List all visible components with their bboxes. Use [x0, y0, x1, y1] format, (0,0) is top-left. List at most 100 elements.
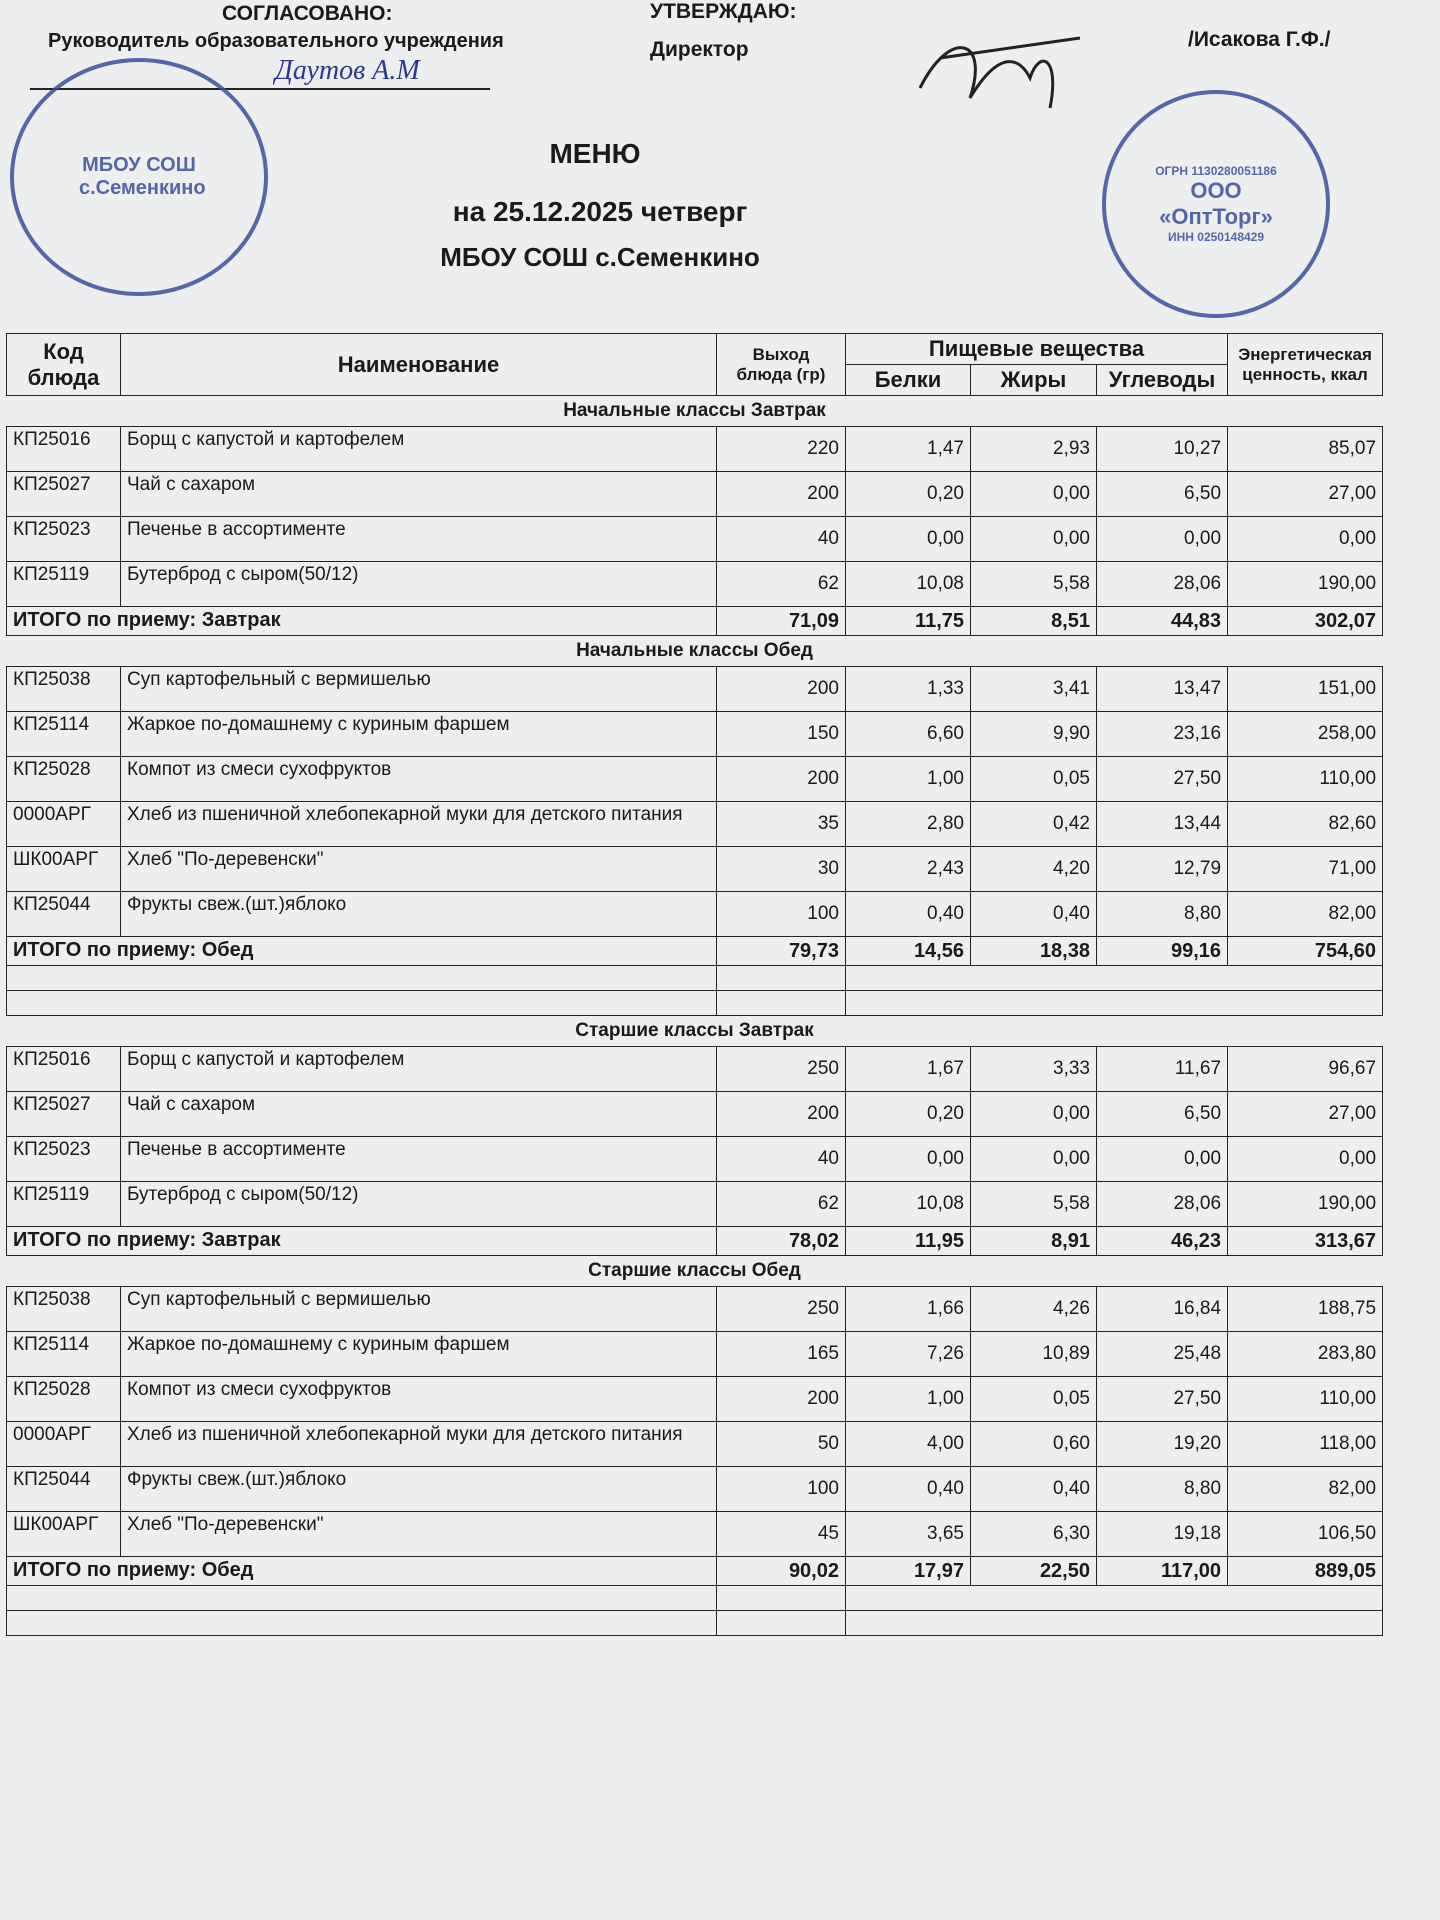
dish-row: КП25038 Суп картофельный с вермишелью 200 1… [6, 666, 1384, 712]
dish-name: Хлеб из пшеничной хлебопекарной муки для… [120, 801, 717, 847]
dish-row: КП25028 Компот из смеси сухофруктов 200 1,0… [6, 756, 1384, 802]
protein: 1,00 [845, 1376, 971, 1422]
confirm-name: /Исакова Г.Ф./ [1188, 28, 1331, 51]
protein: 10,08 [845, 1181, 971, 1227]
dish-row: 0000АРГ Хлеб из пшеничной хлебопекарной м… [6, 801, 1384, 847]
blank-cell [844, 1610, 1384, 1636]
protein: 1,66 [845, 1286, 971, 1332]
col-header: Выход блюда (гр) [716, 333, 846, 396]
dish-name: Жаркое по-домашнему с куриным фаршем [120, 711, 717, 757]
dish-name: Чай с сахаром [120, 1091, 717, 1137]
total-value: 18,38 [970, 936, 1097, 966]
protein: 0,20 [845, 471, 971, 517]
blank-cell [6, 990, 717, 1016]
energy: 283,80 [1227, 1331, 1384, 1377]
dish-code: КП25119 [6, 561, 121, 607]
dish-code: КП25028 [6, 756, 121, 802]
dish-row: КП25114 Жаркое по-домашнему с куриным фар… [6, 711, 1384, 757]
carbs: 8,80 [1095, 1466, 1229, 1512]
dish-name: Суп картофельный с вермишелью [120, 1286, 717, 1332]
dish-name: Бутерброд с сыром(50/12) [120, 1181, 717, 1227]
dish-row: ШК00АРГ Хлеб "По-деревенски" 30 2,43 4,20 12,… [6, 846, 1384, 892]
dish-code: КП25027 [6, 1091, 121, 1137]
dish-row: 0000АРГ Хлеб из пшеничной хлебопекарной м… [6, 1421, 1384, 1467]
protein: 1,47 [845, 426, 971, 472]
confirm-label: УТВЕРЖДАЮ: [650, 0, 797, 23]
carbs: 28,06 [1095, 1181, 1229, 1227]
total-value: 79,73 [716, 936, 846, 966]
yield: 165 [716, 1331, 846, 1377]
col-header: Энергетическая ценность, ккал [1227, 333, 1384, 396]
dish-code: 0000АРГ [6, 801, 121, 847]
yield: 250 [716, 1046, 846, 1092]
dish-code: КП25016 [6, 426, 121, 472]
signature [918, 36, 1081, 109]
protein: 2,43 [845, 846, 971, 892]
dish-name: Фрукты свеж.(шт.)яблоко [120, 891, 717, 937]
dish-row: КП25023 Печенье в ассортименте 40 0,00 0,00 0… [6, 516, 1384, 562]
total-label: ИТОГО по приему: Обед [6, 936, 717, 966]
yield: 50 [716, 1421, 846, 1467]
section-title: Старшие классы Завтрак [575, 1020, 814, 1041]
fat: 0,40 [970, 1466, 1097, 1512]
energy: 27,00 [1227, 1091, 1384, 1137]
protein: 0,00 [845, 1136, 971, 1182]
carbs: 6,50 [1095, 1091, 1229, 1137]
yield: 150 [716, 711, 846, 757]
total-value: 8,91 [970, 1226, 1097, 1256]
total-label: ИТОГО по приему: Завтрак [6, 1226, 717, 1256]
total-value: 889,05 [1227, 1556, 1384, 1586]
dish-name: Хлеб "По-деревенски" [120, 1511, 717, 1557]
protein: 2,80 [845, 801, 971, 847]
dish-code: КП25119 [6, 1181, 121, 1227]
dish-code: КП25016 [6, 1046, 121, 1092]
energy: 151,00 [1227, 666, 1384, 712]
energy: 110,00 [1227, 1376, 1384, 1422]
energy: 27,00 [1227, 471, 1384, 517]
total-value: 754,60 [1227, 936, 1384, 966]
total-value: 17,97 [845, 1556, 971, 1586]
dish-row: КП25038 Суп картофельный с вермишелью 250 1… [6, 1286, 1384, 1332]
carbs: 19,18 [1095, 1511, 1229, 1557]
dish-code: КП25023 [6, 516, 121, 562]
fat: 0,60 [970, 1421, 1097, 1467]
dish-name: Хлеб из пшеничной хлебопекарной муки для… [120, 1421, 717, 1467]
carbs: 13,47 [1095, 666, 1229, 712]
col-header: Белки [845, 364, 971, 396]
total-value: 11,95 [845, 1226, 971, 1256]
dish-code: ШК00АРГ [6, 1511, 121, 1557]
dish-code: КП25114 [6, 711, 121, 757]
col-header: Пищевые вещества [844, 333, 1229, 365]
dish-name: Бутерброд с сыром(50/12) [120, 561, 717, 607]
total-value: 71,09 [716, 606, 846, 636]
total-value: 46,23 [1095, 1226, 1229, 1256]
total-row: ИТОГО по приему: Завтрак 71,09 11,75 8,51 44… [6, 606, 1384, 636]
menu-title: МЕНЮ [549, 138, 641, 169]
approved-name: Даутов А.М [275, 55, 420, 86]
total-value: 11,75 [845, 606, 971, 636]
dish-code: КП25114 [6, 1331, 121, 1377]
dish-code: КП25027 [6, 471, 121, 517]
protein: 10,08 [845, 561, 971, 607]
fat: 0,05 [970, 1376, 1097, 1422]
section-row: Начальные классы Обед [7, 636, 1383, 667]
col-header: Углеводы [1095, 364, 1229, 396]
protein: 1,33 [845, 666, 971, 712]
fat: 3,41 [970, 666, 1097, 712]
protein: 0,40 [845, 1466, 971, 1512]
section-row: Начальные классы Завтрак [7, 396, 1383, 427]
dish-code: КП25044 [6, 1466, 121, 1512]
total-value: 22,50 [970, 1556, 1097, 1586]
section-row: Старшие классы Обед [7, 1256, 1383, 1287]
dish-row: КП25016 Борщ с капустой и картофелем 220 1,… [6, 426, 1384, 472]
blank-cell [6, 1585, 717, 1611]
dish-row: ШК00АРГ Хлеб "По-деревенски" 45 3,65 6,30 19,… [6, 1511, 1384, 1557]
col-header: Код блюда [6, 333, 121, 396]
blank-cell [844, 965, 1384, 991]
menu-school: МБОУ СОШ с.Семенкино [440, 242, 760, 272]
section-title: Старшие классы Обед [588, 1260, 801, 1281]
energy: 258,00 [1227, 711, 1384, 757]
blank-cell [716, 1610, 846, 1636]
blank-cell [844, 1585, 1384, 1611]
blank-cell [6, 1610, 717, 1636]
